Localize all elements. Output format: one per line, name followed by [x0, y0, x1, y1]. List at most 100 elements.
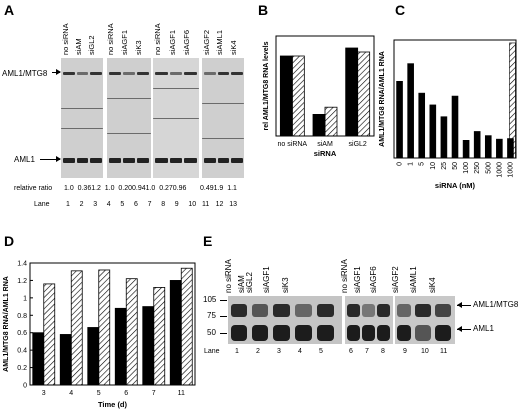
panel-e-blot-1 [228, 296, 342, 344]
panel-a-lane-header: siAGF2 [202, 29, 211, 55]
panel-d-bar [87, 327, 100, 386]
panel-a-lane-number: 10 [188, 201, 197, 208]
panel-e-lane-header: no siRNA [224, 259, 233, 293]
panel-e-blot-3 [395, 296, 455, 344]
panel-e-lane-label: Lane [204, 348, 220, 355]
panel-a-gel-4 [202, 58, 244, 178]
panel-d-ytick-label: 0.2 [17, 365, 27, 372]
panel-c-category-label: 1000 [496, 162, 503, 178]
panel-a-lane-number: 7 [147, 201, 152, 208]
panel-a-lane-number: 9 [174, 201, 179, 208]
panel-d-xlabel: Time (d) [98, 400, 128, 409]
panel-a-band-label-fusion: AML1/MTG8 [2, 69, 48, 78]
panel-a-lane-header: no siRNA [61, 23, 70, 55]
panel-e-lane-number: 6 [349, 348, 353, 355]
panel-d-category-label: 6 [124, 390, 128, 397]
panel-a-ratio-value: 0.36 [77, 185, 92, 192]
panel-e-lane-number: 4 [298, 348, 302, 355]
panel-a-gel-2 [107, 58, 151, 178]
panel-b-bar [279, 55, 293, 137]
panel-a-lane-header: siAGF1 [168, 29, 177, 55]
panel-c-bar [418, 92, 426, 159]
panel-c-category-label: 100 [463, 162, 470, 174]
panel-d-category-label: 4 [69, 390, 73, 397]
panel-c-xlabel: siRNA (nM) [435, 181, 476, 190]
panel-e-label: E [203, 233, 213, 249]
panel-c-category-label: 0 [397, 162, 404, 166]
panel-d-bar [32, 332, 45, 386]
panel-a-ratio-label: relative ratio [14, 185, 53, 192]
panel-a-ratio-value: 0.96 [172, 185, 187, 192]
panel-e-lane-header: no siRNA [340, 259, 349, 293]
panel-c-ylabel: AML1/MTG8 RNA/AML1 RNA [379, 51, 386, 147]
panel-e-lane-header: siAGF1 [262, 266, 271, 293]
panel-d-ylabel: AML1/MTG8 RNA/AML1 RNA [3, 276, 10, 372]
panel-e-marker-105: 105 [203, 295, 217, 304]
panel-d-bar [114, 307, 127, 386]
panel-e-arrow-fusion [457, 305, 471, 306]
panel-c-bar [407, 63, 414, 159]
panel-e-lane-header: siAGF1 [353, 266, 362, 293]
panel-e-band-label-fusion: AML1/MTG8 [473, 300, 519, 309]
panel-e-lane-header: siGL2 [245, 272, 254, 293]
panel-c-category-label: 250 [474, 162, 481, 174]
panel-a-lane-header: siAGF6 [182, 29, 191, 55]
panel-a-lane-header: siK4 [229, 40, 238, 55]
panel-e-lane-header: siAGF2 [391, 266, 400, 293]
panel-e-lane-number: 11 [440, 348, 448, 355]
panel-c-category-label: 1000 [507, 162, 514, 178]
panel-e-lane-number: 7 [365, 348, 369, 355]
panel-a-lane-header: siAML1 [215, 29, 224, 55]
panel-c-bar [473, 131, 481, 159]
panel-b-category-label: siGL2 [349, 141, 367, 148]
panel-e-blot-2 [345, 296, 393, 344]
panel-a-lane-number: 6 [134, 201, 138, 208]
panel-c-bar [462, 140, 470, 159]
panel-a-lane-header: siK3 [134, 40, 143, 55]
panel-d-category-label: 5 [97, 390, 101, 397]
panel-d-category-label: 11 [178, 390, 185, 397]
panel-e-band-label-aml1: AML1 [473, 324, 494, 333]
arrow-left-icon [457, 302, 462, 308]
panel-a-ratio-value: 1.0 [145, 185, 156, 192]
panel-a-lane-header: no siRNA [106, 23, 115, 55]
panel-a-ratio-value: 1.1 [227, 185, 237, 192]
panel-e-marker-tick [220, 316, 227, 317]
panel-a-ratio-value: 0.94 [132, 185, 146, 192]
panel-c-category-label: 10 [430, 162, 437, 170]
panel-e-arrow-aml1 [457, 329, 471, 330]
panel-a-lane-label: Lane [34, 201, 50, 208]
panel-d-bar [180, 267, 193, 386]
panel-c-bar [429, 104, 437, 159]
arrow-right-icon [56, 69, 61, 75]
panel-c-bar [451, 95, 459, 159]
panel-d-category-label: 3 [42, 390, 46, 397]
panel-a-ratio-value: 0.49 [200, 185, 214, 192]
panel-e-marker-tick [220, 300, 227, 301]
panel-a-gel-3 [153, 58, 199, 178]
panel-e-lane-header: siAGF6 [369, 266, 378, 293]
panel-a-lane-number: 2 [79, 201, 84, 208]
panel-e-marker-tick [220, 333, 227, 334]
panel-b-frame [275, 35, 375, 137]
panel-c-bar [484, 135, 492, 159]
panel-c-label: C [395, 2, 406, 18]
panel-b-category-label: no siRNA [278, 141, 308, 148]
panel-a-lane-number: 12 [215, 201, 224, 208]
panel-a-lane-header: siAM [74, 38, 83, 55]
panel-a-lane-header: no siRNA [153, 23, 162, 55]
panel-d-bar [153, 287, 166, 386]
panel-e-lane-number: 8 [381, 348, 385, 355]
panel-c-bar [496, 138, 503, 159]
panel-d-ytick-label: 0.4 [17, 348, 27, 355]
panel-d-ytick-label: 0 [23, 383, 27, 390]
panel-c-bar [396, 80, 403, 159]
panel-a-ratio-value: 1.9 [213, 185, 224, 192]
panel-e-lane-number: 5 [319, 348, 323, 355]
panel-e-lane-number: 10 [421, 348, 429, 355]
panel-d-ytick-label: 1.4 [17, 261, 27, 268]
panel-a-ratio-value: 1.2 [91, 185, 101, 192]
panel-a-lane-number: 5 [120, 201, 125, 208]
panel-e-lane-number: 9 [403, 348, 407, 355]
panel-c-chart: 0 1 5 10 25 50 100 250 500 1000 1000 siRNA (nM) AML1… [379, 39, 517, 190]
